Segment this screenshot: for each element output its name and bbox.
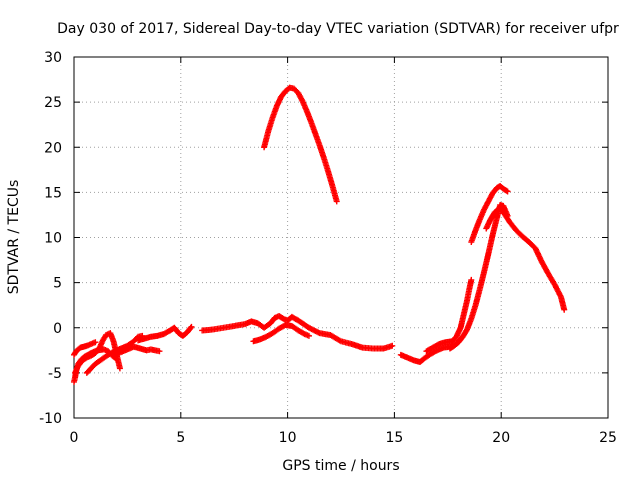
data-point [333,198,340,205]
y-tick-label: -10 [39,411,62,427]
y-tick-label: 10 [44,231,62,247]
series-arc-9 [261,84,340,205]
y-axis-label: SDTVAR / TECUs [6,180,22,295]
data-trace-marker [187,324,194,331]
x-tick-label: 10 [279,430,297,446]
data-point [305,332,312,339]
data-point [504,188,511,195]
series-arc-12 [446,202,511,352]
series-arc-13 [468,183,511,246]
axis-ticks: 0 5 10 15 20 25 -10 -5 0 5 10 15 20 25 30 [39,50,617,446]
data-point [561,306,568,313]
series-arc-8 [250,322,312,345]
y-tick-label: 25 [44,95,62,111]
y-tick-label: 0 [53,321,62,337]
y-tick-label: 15 [44,185,62,201]
x-tick-label: 5 [176,430,185,446]
y-tick-label: 30 [44,50,62,66]
grid-lines [74,57,608,418]
data-point [116,365,123,372]
y-tick-label: 20 [44,140,62,156]
x-tick-label: 25 [599,430,617,446]
x-tick-label: 20 [492,430,510,446]
series-arc-1 [71,339,99,358]
data-point [92,339,99,346]
data-point [188,323,195,330]
y-tick-label: 5 [53,276,62,292]
data-points [71,84,568,385]
series-arc-5 [109,343,163,357]
series-arc-6 [135,323,195,344]
x-tick-label: 15 [385,430,403,446]
x-axis-label: GPS time / hours [282,458,399,474]
x-tick-label: 0 [70,430,79,446]
chart-title: Day 030 of 2017, Sidereal Day-to-day VTE… [57,21,619,37]
series-arc-14 [483,205,568,313]
series-arc-7 [199,313,396,352]
y-tick-label: -5 [48,366,62,382]
series-arc-11 [423,276,475,355]
data-point [156,348,163,355]
data-point [389,342,396,349]
data-point [468,276,475,283]
